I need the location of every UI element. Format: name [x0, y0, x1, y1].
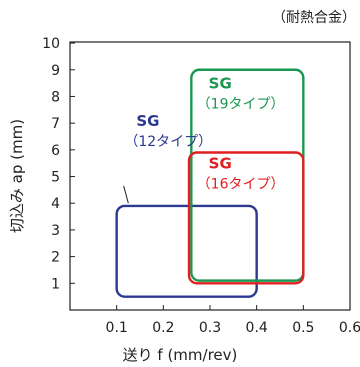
y-tick-label: 3: [51, 223, 60, 239]
x-tick-label: 0.6: [339, 320, 360, 336]
region-0-leader: [123, 185, 129, 204]
y-tick-label: 7: [51, 116, 60, 132]
y-tick-label: 5: [51, 170, 60, 186]
y-axis-label: 切込み ap (mm): [8, 119, 26, 233]
region-1-type: （19タイプ）: [197, 96, 285, 112]
x-tick-label: 0.3: [199, 320, 221, 336]
region-2-type: （16タイプ）: [197, 177, 285, 193]
x-tick-label: 0.4: [246, 320, 268, 336]
x-axis-label: 送り f (mm/rev): [123, 346, 238, 364]
y-tick-label: 9: [51, 63, 60, 79]
x-tick-label: 0.1: [106, 320, 128, 336]
x-tick-label: 0.5: [292, 320, 314, 336]
y-tick-label: 4: [51, 196, 60, 212]
y-tick-label: 10: [42, 36, 60, 52]
region-2-box: [187, 151, 305, 285]
y-tick-label: 8: [51, 89, 60, 105]
region-0-box: [115, 204, 258, 298]
y-tick-label: 1: [51, 276, 60, 292]
chart-note: （耐熱合金）: [272, 10, 356, 26]
region-1-name: SG: [209, 74, 232, 92]
y-tick-label: 6: [51, 143, 60, 159]
region-0-name: SG: [136, 112, 159, 130]
x-tick-label: 0.2: [152, 320, 174, 336]
y-tick-label: 2: [51, 250, 60, 266]
region-0-type: （12タイプ）: [124, 134, 212, 150]
region-2-name: SG: [209, 155, 232, 173]
